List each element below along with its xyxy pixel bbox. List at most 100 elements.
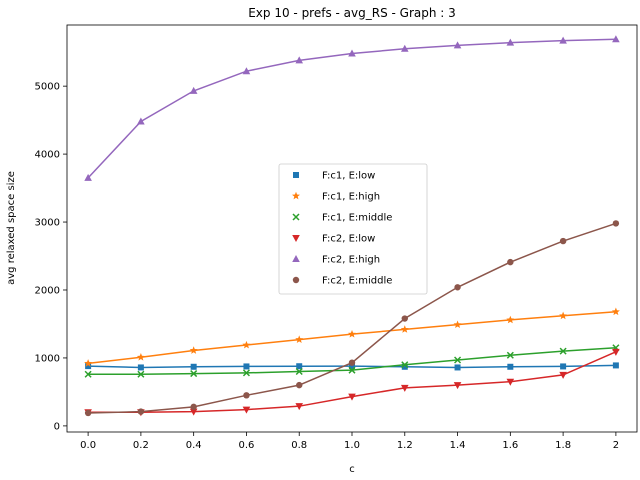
y-axis-label: avg relaxed space size	[6, 171, 17, 285]
data-point	[348, 329, 356, 338]
data-point	[242, 406, 251, 414]
x-tick-label: 1.6	[502, 440, 518, 451]
x-axis: 0.0 0.2 0.4 0.6 0.8 1.0 1.2 1.4 1.6 1.8 2	[80, 432, 619, 451]
data-point	[559, 36, 567, 44]
legend-label: F:c1, E:middle	[322, 213, 392, 224]
data-point	[137, 117, 145, 125]
x-tick-label: 1.8	[555, 440, 571, 451]
data-point	[349, 363, 355, 370]
legend-entry: F:c1, E:low	[293, 171, 375, 182]
data-point	[454, 284, 461, 291]
series-5	[84, 35, 620, 181]
data-point	[295, 367, 303, 376]
series-4	[84, 348, 620, 417]
y-tick-label: 3000	[35, 218, 60, 229]
legend-box	[278, 163, 428, 295]
legend-marker	[292, 235, 300, 242]
data-point	[453, 41, 462, 49]
data-point	[400, 44, 409, 52]
series-2	[84, 307, 620, 367]
data-point	[559, 237, 567, 245]
data-point	[400, 325, 409, 333]
series-line	[87, 38, 616, 179]
x-tick-label: 0.0	[80, 440, 96, 451]
y-tick-label: 5000	[35, 82, 60, 93]
data-point	[454, 364, 461, 371]
data-point	[559, 311, 568, 320]
legend-marker	[292, 191, 300, 200]
series-line	[88, 310, 616, 365]
data-point	[506, 378, 515, 386]
legend-entry: F:c1, E:high	[292, 192, 380, 203]
data-point	[136, 353, 145, 361]
data-point	[348, 49, 356, 57]
data-point	[190, 403, 197, 411]
legend-entry: F:c2, E:middle	[292, 276, 392, 287]
data-point	[243, 363, 250, 370]
data-point	[296, 381, 303, 389]
series-1	[85, 362, 619, 371]
data-point	[506, 351, 514, 359]
legend-entry: F:c1, E:middle	[292, 213, 392, 224]
y-tick-label: 1000	[35, 353, 60, 364]
plot-area	[84, 35, 620, 417]
data-point	[612, 362, 619, 369]
data-point	[137, 370, 145, 378]
data-point	[242, 340, 251, 349]
data-point	[454, 356, 462, 364]
data-point	[401, 363, 408, 370]
x-tick-label: 0.2	[133, 440, 149, 451]
data-point	[611, 307, 620, 316]
x-tick-label: 1.2	[397, 440, 413, 451]
data-point	[559, 347, 567, 355]
legend-entry: F:c2, E:low	[292, 234, 375, 245]
x-tick-label: 0.6	[238, 440, 254, 451]
legend-marker	[292, 276, 300, 284]
data-point	[295, 403, 304, 411]
data-point	[190, 363, 197, 370]
legend-label: F:c2, E:middle	[322, 276, 392, 287]
data-point	[506, 38, 515, 46]
data-point	[296, 363, 303, 370]
y-tick-label: 2000	[35, 285, 60, 296]
legend-entry: F:c2, E:high	[292, 255, 380, 266]
legend-label: F:c1, E:low	[322, 171, 375, 182]
data-point	[189, 86, 198, 94]
data-point	[242, 369, 250, 377]
data-point	[295, 56, 304, 64]
data-point	[559, 371, 567, 379]
data-point	[242, 67, 251, 75]
data-point	[84, 359, 93, 367]
legend-label: F:c2, E:low	[322, 234, 375, 245]
data-point	[612, 348, 620, 356]
x-axis-label: c	[349, 464, 355, 475]
x-tick-label: 0.4	[186, 440, 202, 451]
data-point	[137, 364, 144, 371]
x-tick-label: 1.4	[450, 440, 466, 451]
legend-label: F:c1, E:high	[322, 192, 380, 203]
data-point	[295, 335, 304, 343]
x-tick-label: 1.0	[344, 440, 360, 451]
data-point	[190, 370, 198, 378]
data-point	[507, 363, 514, 370]
data-point	[453, 320, 462, 329]
y-axis: 0 1000 2000 3000 4000 5000	[35, 82, 67, 432]
y-tick-label: 4000	[35, 150, 60, 161]
data-point	[348, 393, 356, 401]
data-point	[189, 346, 198, 354]
data-point	[84, 370, 92, 378]
x-tick-label: 2	[613, 440, 619, 451]
data-point	[189, 408, 198, 416]
data-point	[560, 363, 567, 370]
data-point	[612, 220, 620, 227]
data-point	[507, 258, 514, 266]
series-6	[84, 220, 620, 417]
x-tick-label: 0.8	[291, 440, 307, 451]
legend: F:c1, E:low F:c1, E:high F:c1, E:middle F:c…	[278, 163, 428, 295]
y-tick-label: 0	[54, 421, 60, 432]
chart-title: Exp 10 - prefs - avg_RS - Graph : 3	[248, 6, 456, 20]
data-point	[348, 359, 356, 366]
data-point	[400, 384, 409, 392]
data-point	[453, 382, 462, 390]
